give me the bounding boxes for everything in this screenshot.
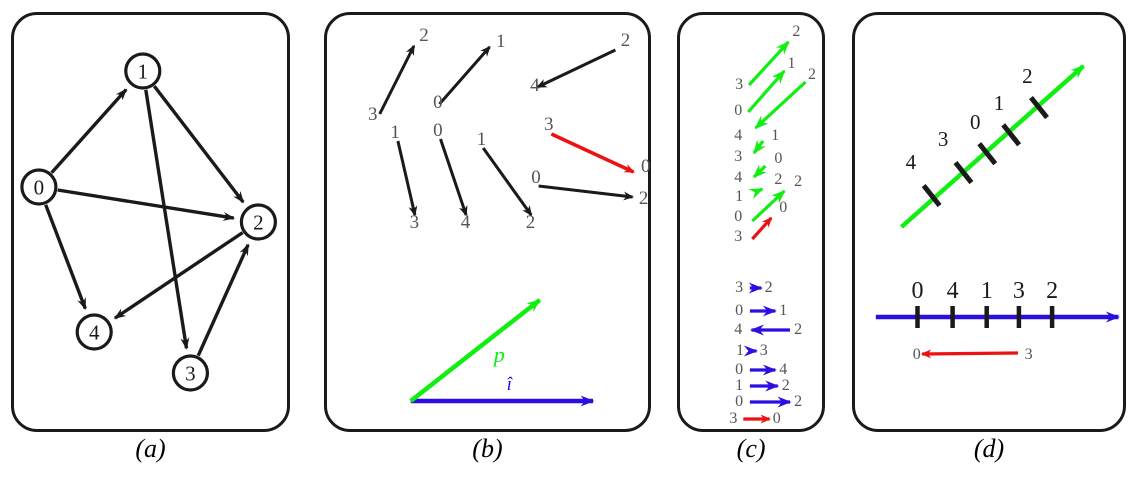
svg-text:1: 1: [981, 278, 993, 304]
svg-text:2: 2: [1046, 278, 1058, 304]
svg-text:3: 3: [1025, 346, 1033, 363]
svg-text:4: 4: [906, 150, 917, 174]
svg-text:3: 3: [938, 127, 949, 151]
svg-text:3: 3: [1013, 278, 1025, 304]
svg-text:0: 0: [970, 110, 981, 134]
svg-text:2: 2: [1022, 64, 1033, 88]
svg-text:4: 4: [947, 278, 959, 304]
svg-text:0: 0: [913, 346, 921, 363]
svg-text:1: 1: [994, 91, 1005, 115]
svg-text:0: 0: [912, 278, 924, 304]
